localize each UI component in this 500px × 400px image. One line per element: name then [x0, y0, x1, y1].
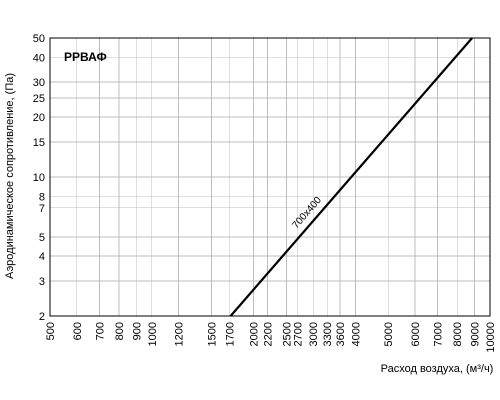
- x-tick-label: 9000: [470, 322, 482, 346]
- y-tick-label: 50: [33, 33, 45, 45]
- x-tick-label: 700: [94, 322, 106, 340]
- x-tick-label: 2000: [249, 322, 261, 346]
- x-tick-label: 3600: [335, 322, 347, 346]
- y-tick-label: 30: [33, 77, 45, 89]
- y-tick-label: 4: [39, 251, 45, 263]
- y-tick-label: 25: [33, 93, 45, 105]
- x-tick-label: 500: [45, 322, 57, 340]
- x-axis-ticks: 500 600 700 800 900 1000 1200 1500 1700 2000 2200 2…: [45, 322, 497, 353]
- y-tick-label: 7: [39, 203, 45, 215]
- x-tick-label: 1700: [225, 322, 237, 346]
- y-tick-label: 5: [39, 232, 45, 244]
- x-tick-label: 10000: [485, 322, 497, 353]
- x-tick-label: 7000: [433, 322, 445, 346]
- y-tick-label: 20: [33, 112, 45, 124]
- y-tick-label: 40: [33, 52, 45, 64]
- x-tick-label: 5000: [383, 322, 395, 346]
- x-tick-label: 2500: [281, 322, 293, 346]
- y-tick-label: 3: [39, 276, 45, 288]
- x-tick-label: 2200: [263, 322, 275, 346]
- y-axis-label: Аэродинамическое сопротивление, (Па): [4, 73, 16, 279]
- x-tick-label: 2700: [293, 322, 305, 346]
- x-tick-label: 1200: [174, 322, 186, 346]
- x-tick-label: 4000: [350, 322, 362, 346]
- x-tick-label: 600: [72, 322, 84, 340]
- y-tick-label: 8: [39, 191, 45, 203]
- series-line: [229, 37, 473, 317]
- x-tick-label: 1000: [147, 322, 159, 346]
- y-tick-label: 15: [33, 137, 45, 149]
- x-tick-label: 6000: [410, 322, 422, 346]
- x-tick-label: 3300: [322, 322, 334, 346]
- x-tick-label: 900: [131, 322, 143, 340]
- x-tick-label: 3000: [308, 322, 320, 346]
- x-axis-label: Расход воздуха, (м³/ч): [381, 363, 494, 375]
- y-tick-label: 2: [39, 311, 45, 323]
- x-tick-label: 1500: [206, 322, 218, 346]
- x-tick-label: 800: [114, 322, 126, 340]
- y-tick-label: 10: [33, 172, 45, 184]
- x-tick-label: 8000: [452, 322, 464, 346]
- chart-title: РРВАФ: [64, 50, 107, 64]
- grid: [49, 37, 491, 317]
- y-axis-ticks: 2 3 4 5 78 10 15 20 25 30 40 50: [33, 33, 45, 323]
- plot-frame: [49, 37, 491, 317]
